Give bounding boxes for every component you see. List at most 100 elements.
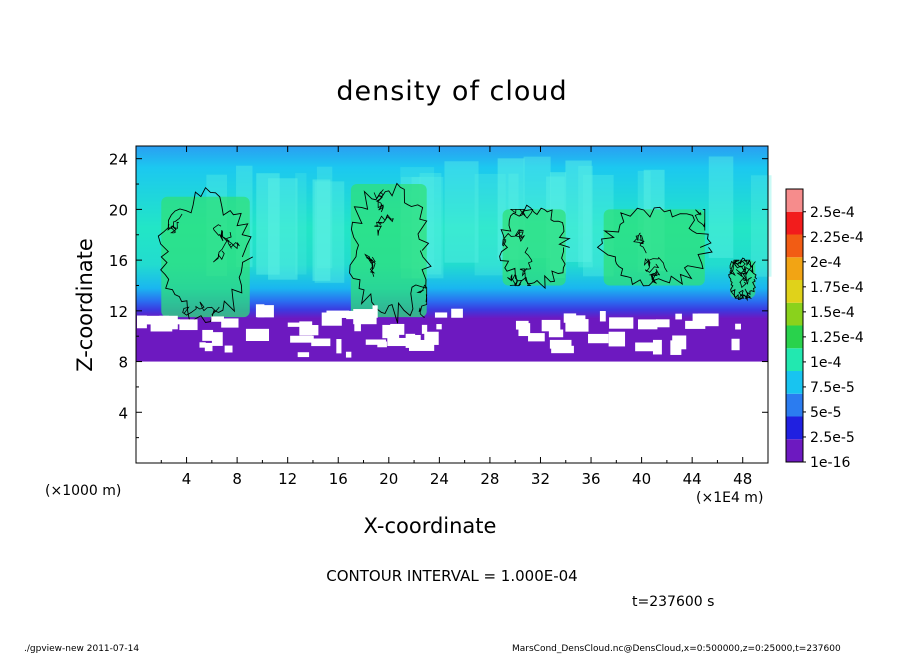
dense-region (161, 196, 250, 318)
cloud-gap (326, 310, 350, 318)
cloud-gap (199, 342, 206, 348)
cloud-gap (451, 308, 463, 318)
y-tick-label: 8 (118, 354, 128, 372)
contour-line (182, 301, 220, 316)
colorbar-frame (785, 188, 804, 463)
contour-line (507, 274, 523, 287)
streak (295, 173, 307, 275)
contour-line (502, 229, 525, 247)
streak (314, 181, 345, 283)
cloud-gap (549, 339, 572, 349)
x-tick-label: 12 (278, 470, 297, 488)
cloud-gap (390, 323, 405, 335)
colorbar-label: 1.5e-4 (810, 305, 855, 321)
cloud-gap (637, 319, 658, 330)
colorbar-swatch (786, 439, 803, 462)
contour-line (648, 268, 661, 284)
cloud-gap (528, 333, 545, 342)
colorbar-label: 1.25e-4 (810, 330, 864, 346)
colorbar-swatch (786, 211, 803, 235)
streak (312, 179, 331, 281)
contour-line (364, 253, 376, 277)
cloud-gap (287, 322, 301, 327)
footer-right: MarsCond_DensCloud.nc@DensCloud,x=0:5000… (512, 644, 841, 654)
cloud-gap (421, 324, 428, 334)
cloud-gap (599, 311, 606, 322)
time-text: t=237600 s (632, 594, 715, 610)
colorbar-swatch (786, 371, 803, 394)
colorbar-label: 1e-16 (810, 455, 850, 471)
colorbar-swatch (786, 325, 803, 349)
contour-line (519, 247, 533, 286)
colorbar-swatch (786, 189, 803, 212)
colorbar-label: 5e-5 (810, 405, 841, 421)
contour-line (735, 259, 754, 277)
cloud-gap (608, 331, 626, 347)
cloud-gap (211, 316, 224, 322)
streak (256, 173, 280, 275)
cloud-gap (652, 339, 662, 355)
x-unit-label-left: (×1000 m) (45, 483, 122, 499)
contour-line (694, 208, 706, 231)
cloud-gap (290, 335, 314, 343)
contour-interval-text: CONTOUR INTERVAL = 1.000E-04 (326, 567, 578, 585)
y-tick-label: 24 (109, 151, 128, 169)
x-tick-label: 32 (531, 470, 550, 488)
contour-line (167, 213, 183, 234)
cloud-gap (548, 329, 564, 338)
cloud-gap (137, 315, 147, 329)
cloud-gap (345, 351, 352, 358)
cloud-gap (224, 345, 233, 353)
cloud-gap (387, 337, 410, 347)
cloud-gap (143, 315, 169, 325)
y-tick-label: 4 (118, 404, 128, 422)
cloud-gap (735, 323, 741, 330)
colorbar-label: 2.5e-4 (810, 205, 855, 221)
x-tick-label: 28 (480, 470, 499, 488)
colorbar-label: 2e-4 (810, 255, 842, 271)
cloud-gap (551, 345, 574, 354)
cloud-gap (311, 338, 331, 347)
cloud-gap (692, 313, 714, 326)
dense-region (350, 184, 427, 318)
cloud-gap (150, 323, 173, 332)
x-tick-label: 40 (632, 470, 651, 488)
contour-line (729, 259, 743, 277)
contour-line (739, 261, 756, 289)
x-unit-label-right: (×1E4 m) (696, 490, 764, 506)
cloud-gap (257, 305, 274, 318)
cloud-gap (565, 319, 589, 332)
cloud-gap (635, 342, 656, 352)
x-tick-label: 44 (683, 470, 702, 488)
y-tick-label: 20 (109, 201, 128, 219)
cloud-gap (245, 328, 270, 342)
colorbar-swatch (786, 257, 803, 280)
dense-region (502, 209, 566, 286)
streak (565, 160, 592, 262)
cloud-gap (211, 332, 223, 346)
x-tick-label: 4 (182, 470, 192, 488)
contour-line (509, 208, 534, 219)
colorbar-label: 7.5e-5 (810, 380, 855, 396)
cloud-gap (672, 335, 687, 350)
chart-title: density of cloud (336, 76, 568, 107)
x-tick-label: 24 (430, 470, 449, 488)
contour-line (643, 256, 668, 273)
cloud-gap (409, 339, 435, 351)
colorbar-swatch (786, 302, 803, 326)
x-tick-label: 8 (232, 470, 242, 488)
contour-line (374, 214, 394, 236)
cloud-gap (436, 324, 442, 330)
colorbar-swatch (786, 393, 803, 417)
x-tick-label: 36 (581, 470, 600, 488)
cloud-gap (354, 320, 361, 332)
colorbar-swatch (786, 280, 803, 303)
x-tick-label: 48 (733, 470, 752, 488)
y-tick-label: 12 (109, 303, 128, 321)
cloud-gap (609, 317, 634, 329)
plot-frame (135, 145, 769, 464)
cloud-gap (202, 329, 214, 341)
cloud-gap (221, 318, 239, 328)
